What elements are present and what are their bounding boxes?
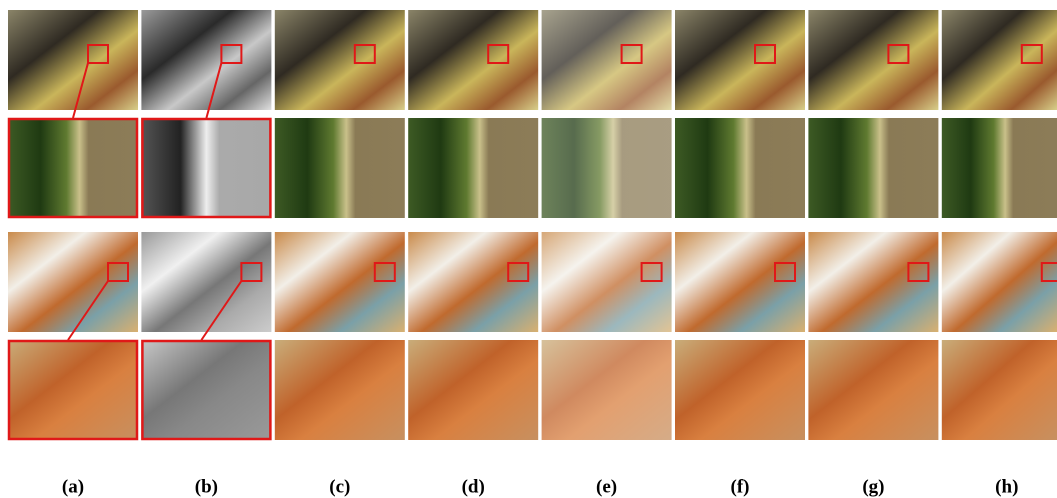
- image-panel: [808, 10, 938, 110]
- image-panel: [675, 10, 805, 110]
- image-panel: [942, 340, 1057, 440]
- panel-label: (e): [596, 476, 617, 497]
- image-panel: [808, 118, 938, 218]
- image-panel: [8, 10, 138, 110]
- image-panel: [141, 118, 271, 218]
- image-panel: [141, 340, 271, 440]
- image-panel: [408, 10, 538, 110]
- image-panel: [675, 118, 805, 218]
- image-panel: [408, 340, 538, 440]
- image-panel: [8, 340, 138, 440]
- panel-label: (b): [195, 476, 218, 497]
- panel-label: (d): [462, 476, 485, 497]
- image-panel: [542, 118, 672, 218]
- image-panel: [8, 118, 138, 218]
- image-panel: [542, 340, 672, 440]
- image-panel: [942, 118, 1057, 218]
- image-grid: (a) (b) (c) (d) (e) (f) (g) (h): [8, 10, 1057, 497]
- panel-label: (a): [62, 476, 84, 497]
- image-panel: [275, 118, 405, 218]
- figure: (a) (b) (c) (d) (e) (f) (g) (h): [0, 0, 1057, 498]
- image-panel: [275, 340, 405, 440]
- image-panel: [675, 340, 805, 440]
- panel-label: (f): [731, 476, 750, 497]
- image-panel: [275, 10, 405, 110]
- image-panel: [408, 118, 538, 218]
- panel-label: (c): [329, 476, 350, 497]
- image-panel: [942, 232, 1057, 332]
- image-panel: [808, 340, 938, 440]
- image-panel: [542, 10, 672, 110]
- image-panel: [942, 10, 1057, 110]
- panel-label: (g): [862, 476, 884, 497]
- image-panel: [141, 10, 271, 110]
- panel-label: (h): [995, 476, 1018, 497]
